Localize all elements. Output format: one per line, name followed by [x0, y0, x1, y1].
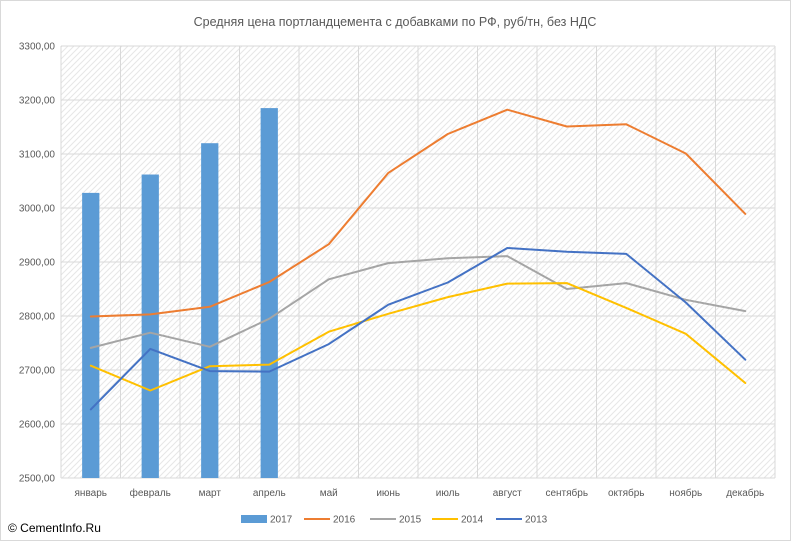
- bar-2017-март: [201, 143, 219, 478]
- y-tick-label: 2600,00: [19, 420, 56, 431]
- x-axis-tick-labels: январь февраль март апрель май июнь июль август…: [75, 487, 765, 499]
- line-2016: [89, 108, 747, 318]
- line-2015: [89, 255, 747, 349]
- x-tick-label: октябрь: [608, 487, 645, 499]
- legend-label-2014: 2014: [461, 515, 484, 526]
- x-tick-label: ноябрь: [669, 487, 702, 499]
- chart-title: Средняя цена портландцемента с добавками…: [194, 15, 597, 29]
- legend-label-2013: 2013: [525, 515, 548, 526]
- y-tick-label: 2800,00: [19, 312, 56, 323]
- bar-2017-апрель: [260, 108, 278, 478]
- y-axis-tick-labels: 2500,00 2600,00 2700,00 2800,00 2900,00 3000,…: [19, 42, 56, 485]
- legend-label-2017: 2017: [270, 515, 293, 526]
- y-tick-label: 3300,00: [19, 42, 56, 53]
- legend-label-2016: 2016: [333, 515, 356, 526]
- y-tick-label: 3000,00: [19, 204, 56, 215]
- x-tick-label: март: [199, 488, 222, 499]
- bar-2017-январь: [82, 192, 100, 478]
- line-series: [89, 108, 747, 411]
- x-tick-label: январь: [75, 488, 107, 499]
- x-tick-label: август: [493, 488, 522, 499]
- x-tick-label: май: [320, 488, 338, 499]
- y-tick-label: 3200,00: [19, 96, 56, 107]
- x-tick-label: сентябрь: [545, 487, 588, 499]
- line-2014: [89, 282, 747, 392]
- bar-2017-февраль: [141, 174, 159, 478]
- legend-label-2015: 2015: [399, 515, 422, 526]
- bar-series: [82, 108, 278, 478]
- y-tick-label: 2700,00: [19, 366, 56, 377]
- x-tick-label: февраль: [130, 487, 171, 499]
- y-tick-label: 3100,00: [19, 150, 56, 161]
- x-tick-label: июнь: [376, 488, 400, 499]
- legend: 2017 2016 2015 2014 2013: [241, 515, 548, 526]
- x-tick-label: декабрь: [726, 487, 764, 499]
- y-tick-label: 2500,00: [19, 474, 56, 485]
- x-tick-label: апрель: [253, 488, 286, 499]
- x-tick-label: июль: [436, 488, 460, 499]
- legend-swatch-2017: [241, 515, 267, 523]
- y-tick-label: 2900,00: [19, 258, 56, 269]
- copyright-text: © CementInfo.Ru: [8, 521, 101, 535]
- line-2013: [89, 247, 747, 411]
